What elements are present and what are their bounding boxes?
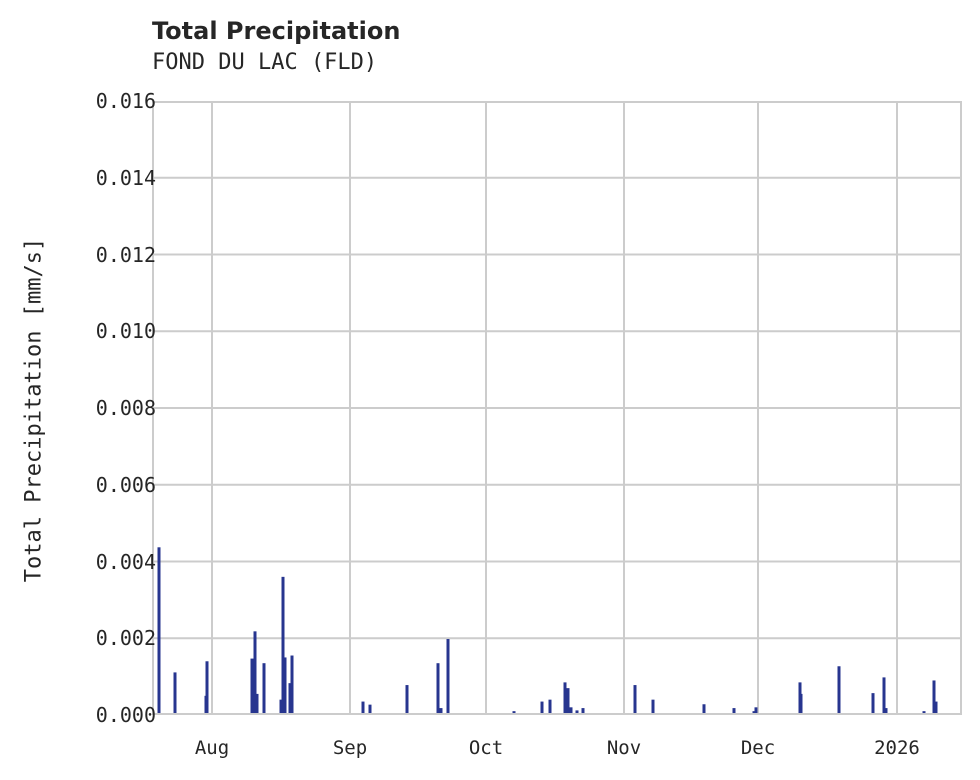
precip-bar — [548, 699, 552, 715]
precip-bar — [581, 708, 585, 715]
precip-bar — [368, 704, 372, 715]
precip-bar — [283, 657, 287, 715]
y-tick-label: 0.016 — [95, 89, 156, 113]
precip-bar — [837, 666, 841, 715]
x-tick-label: Nov — [606, 737, 642, 759]
precip-bar — [799, 693, 803, 715]
precip-bar — [566, 688, 570, 715]
y-tick-label: 0.002 — [95, 626, 156, 651]
precip-bar — [262, 663, 266, 715]
x-tick-label: Dec — [740, 737, 776, 759]
precip-bar — [754, 707, 758, 715]
precip-bar — [702, 704, 706, 715]
precip-bar — [563, 682, 567, 715]
precip-bar — [290, 655, 294, 715]
precip-bar — [253, 631, 257, 715]
y-tick-label: 0.012 — [95, 242, 156, 267]
precip-bar — [361, 701, 365, 715]
precip-bar — [569, 707, 573, 715]
precip-bar — [279, 699, 283, 715]
precip-bar — [288, 683, 292, 715]
precip-bar — [871, 693, 875, 715]
precip-bar — [250, 658, 254, 715]
precip-bar — [439, 708, 443, 715]
x-tick-label: Aug — [194, 737, 230, 759]
y-tick-label: 0.014 — [95, 165, 156, 190]
x-tick-label: 2026 — [874, 737, 920, 759]
precip-bar — [540, 701, 544, 715]
plot-frame — [152, 101, 962, 715]
precip-bar — [633, 685, 637, 715]
y-tick-label: 0.004 — [95, 549, 156, 574]
chart-title: Total Precipitation — [152, 17, 401, 45]
precip-bar — [446, 639, 450, 715]
chart-subtitle: FOND DU LAC (FLD) — [152, 50, 378, 75]
precip-bar — [255, 693, 259, 715]
precip-bar — [205, 661, 209, 715]
precip-bar — [932, 680, 936, 715]
y-tick-label: 0.010 — [95, 319, 156, 344]
precip-bar — [934, 701, 938, 715]
precip-bar — [732, 708, 736, 715]
precip-bar — [405, 685, 409, 715]
x-tick-label: Oct — [468, 737, 504, 759]
precip-bar — [281, 576, 285, 715]
y-tick-label: 0.000 — [95, 703, 156, 727]
y-tick-label: 0.008 — [95, 396, 156, 420]
precip-bar — [884, 708, 888, 715]
precip-bar — [882, 677, 886, 715]
y-tick-label: 0.006 — [95, 472, 156, 497]
precip-bar — [575, 710, 579, 715]
precip-bar — [651, 699, 655, 715]
precip-bar — [157, 547, 161, 715]
precip-bar — [436, 663, 440, 715]
precip-bar — [173, 672, 177, 715]
x-tick-label: Sep — [332, 737, 368, 759]
